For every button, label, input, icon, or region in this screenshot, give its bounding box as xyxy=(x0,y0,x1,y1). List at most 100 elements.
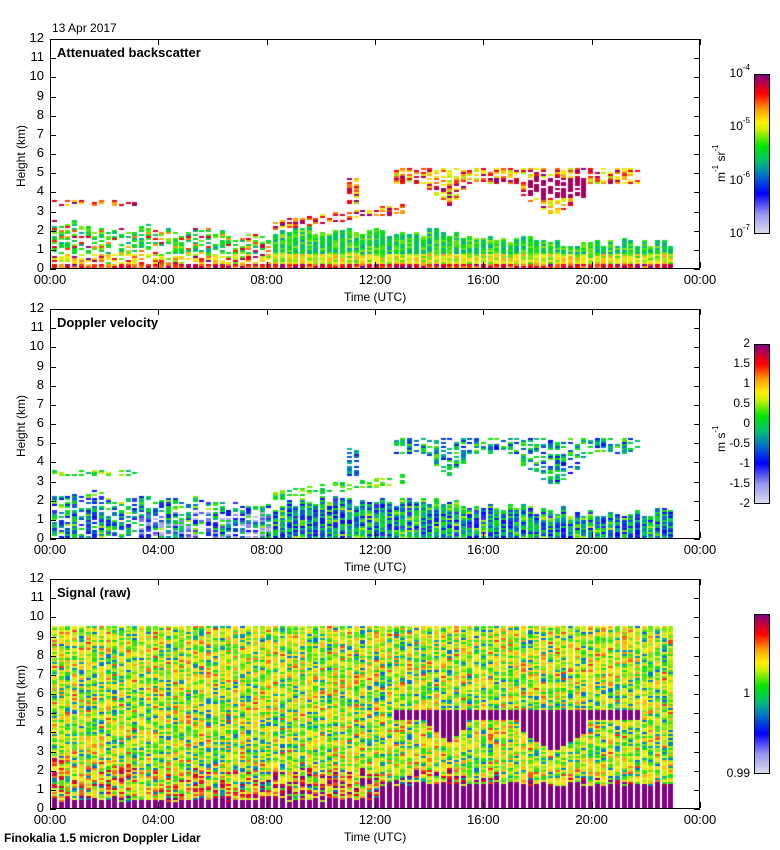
y-tick-mark xyxy=(50,539,56,540)
y-tick-mark xyxy=(50,790,56,791)
y-tick-mark xyxy=(50,501,56,502)
x-tick-label: 16:00 xyxy=(467,812,500,827)
y-tick-mark xyxy=(50,579,56,580)
colorbar xyxy=(754,344,770,504)
tick-base: 10 xyxy=(729,226,743,240)
colorbar-tick-label: 10-6 xyxy=(710,169,750,187)
x-tick-mark xyxy=(483,262,484,268)
x-tick-mark xyxy=(375,39,376,45)
x-axis-label: Time (UTC) xyxy=(344,560,407,574)
y-tick-label: 5 xyxy=(36,704,44,720)
x-tick-label: 00:00 xyxy=(33,272,67,287)
x-tick-mark xyxy=(50,262,51,268)
y-tick-mark xyxy=(694,482,700,483)
y-tick-label: 8 xyxy=(36,646,44,662)
y-tick-mark xyxy=(694,790,700,791)
y-tick-mark xyxy=(694,656,700,657)
y-tick-mark xyxy=(50,39,56,40)
y-tick-label: 11 xyxy=(30,589,45,605)
y-tick-mark xyxy=(694,77,700,78)
y-tick-mark xyxy=(50,424,56,425)
y-tick-label: 6 xyxy=(36,145,44,160)
y-tick-mark xyxy=(50,752,56,753)
x-tick-label: 20:00 xyxy=(575,812,608,827)
x-tick-mark xyxy=(483,309,484,315)
x-tick-mark xyxy=(158,579,159,585)
x-tick-mark xyxy=(700,262,701,268)
x-tick-mark xyxy=(158,309,159,315)
colorbar-tick-label: 1 xyxy=(743,376,750,390)
y-tick-label: 0 xyxy=(36,530,44,545)
y-tick-label: 2 xyxy=(36,491,44,507)
y-tick-mark xyxy=(50,212,56,213)
x-tick-mark xyxy=(700,802,701,808)
x-tick-label: 00:00 xyxy=(683,542,717,557)
unit-base: sr xyxy=(714,151,728,165)
y-tick-mark xyxy=(50,135,56,136)
colorbar-tick-label: -1.5 xyxy=(729,476,750,490)
y-tick-mark xyxy=(694,579,700,580)
y-tick-label: 9 xyxy=(36,357,44,373)
colorbar xyxy=(754,614,770,774)
unit-exponent: -1 xyxy=(711,144,720,152)
x-tick-label: 00:00 xyxy=(683,272,717,287)
y-tick-label: 1 xyxy=(36,780,44,796)
colorbar-unit-label: m-1 sr-1 xyxy=(711,144,728,182)
heatmap-field xyxy=(51,310,699,538)
x-tick-label: 04:00 xyxy=(142,542,175,557)
chart-panel: Attenuated backscatter 0 1 2 3 4 5 6 7 8 9 10 11 12 00… xyxy=(0,30,780,309)
colorbar-tick-label: -0.5 xyxy=(729,436,750,450)
y-tick-label: 5 xyxy=(36,434,44,450)
y-tick-mark xyxy=(50,482,56,483)
y-tick-mark xyxy=(50,713,56,714)
y-tick-mark xyxy=(694,39,700,40)
y-tick-mark xyxy=(50,231,56,232)
x-tick-mark xyxy=(592,309,593,315)
y-tick-mark xyxy=(694,443,700,444)
y-tick-mark xyxy=(50,617,56,618)
y-tick-mark xyxy=(694,116,700,117)
y-tick-label: 4 xyxy=(36,453,44,469)
y-tick-mark xyxy=(694,732,700,733)
x-tick-mark xyxy=(592,802,593,808)
x-tick-mark xyxy=(375,532,376,538)
x-tick-label: 04:00 xyxy=(142,272,175,287)
y-tick-label: 11 xyxy=(30,319,45,335)
y-tick-label: 8 xyxy=(36,376,44,392)
y-tick-mark xyxy=(50,443,56,444)
y-tick-mark xyxy=(50,97,56,98)
heatmap-field xyxy=(51,40,699,268)
y-tick-label: 0 xyxy=(36,260,44,275)
y-tick-mark xyxy=(50,520,56,521)
x-tick-mark xyxy=(50,579,51,585)
x-tick-label: 12:00 xyxy=(358,272,392,287)
y-tick-mark xyxy=(694,309,700,310)
x-tick-label: 08:00 xyxy=(250,812,283,827)
x-tick-mark xyxy=(375,262,376,268)
colorbar-tick-label: 1 xyxy=(743,686,750,700)
y-tick-mark xyxy=(694,520,700,521)
x-tick-label: 00:00 xyxy=(33,542,67,557)
panel-title: Signal (raw) xyxy=(57,585,131,600)
y-tick-label: 7 xyxy=(36,665,44,681)
y-tick-mark xyxy=(50,598,56,599)
heatmap-field xyxy=(51,580,699,808)
x-tick-mark xyxy=(483,39,484,45)
x-tick-mark xyxy=(700,532,701,538)
y-tick-mark xyxy=(694,424,700,425)
x-tick-mark xyxy=(483,802,484,808)
y-tick-label: 1 xyxy=(36,240,44,256)
y-tick-label: 3 xyxy=(36,742,44,758)
y-tick-label: 8 xyxy=(36,106,44,122)
tick-exponent: -6 xyxy=(742,169,750,179)
y-tick-mark xyxy=(50,269,56,270)
y-tick-mark xyxy=(694,405,700,406)
unit-base: m s xyxy=(714,432,728,452)
colorbar-tick-label: 10-7 xyxy=(710,223,750,240)
y-tick-mark xyxy=(694,752,700,753)
y-axis-label: Height (km) xyxy=(14,394,28,457)
y-tick-mark xyxy=(50,309,56,310)
tick-base: 10 xyxy=(729,119,743,134)
tick-base: 10 xyxy=(729,172,743,187)
y-tick-label: 3 xyxy=(36,202,44,218)
